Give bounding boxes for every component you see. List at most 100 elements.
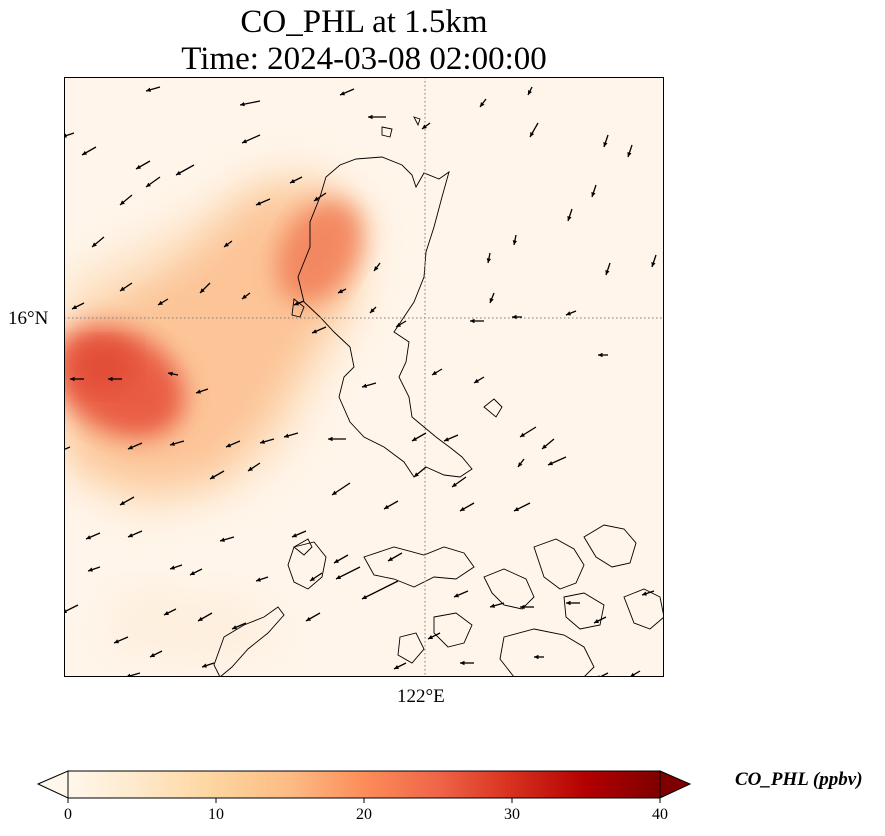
mindanao-east-coastline xyxy=(623,588,664,630)
colorbar-extend-min xyxy=(36,770,69,799)
wind-arrow-head xyxy=(220,537,225,542)
wind-arrow-head xyxy=(470,318,475,324)
wind-arrow-head xyxy=(334,558,339,563)
wind-arrow-head xyxy=(232,625,238,630)
negros-coastline xyxy=(433,612,473,648)
colorbar-tick-label: 20 xyxy=(356,806,372,823)
wind-arrow-head xyxy=(328,436,333,442)
colorbar-ticks xyxy=(67,798,661,803)
wind-arrow-head xyxy=(548,461,554,466)
wind-arrow-head xyxy=(198,616,203,621)
wind-arrow-head xyxy=(422,124,427,129)
colorbar-label: CO_PHL (ppbv) xyxy=(735,769,863,790)
wind-arrow-head xyxy=(310,576,315,581)
wind-vectors xyxy=(64,86,657,677)
luzon-coastline xyxy=(297,156,473,478)
wind-arrow-head xyxy=(72,305,78,309)
co-plume-core-peak xyxy=(74,342,134,392)
co-plume-core-north xyxy=(276,200,362,304)
latitude-tick-label: 16°N xyxy=(8,308,49,329)
wind-arrow-head xyxy=(120,286,125,291)
wind-arrow-head xyxy=(200,288,205,293)
wind-arrow-head xyxy=(489,298,494,303)
wind-arrow-head xyxy=(460,506,465,511)
wind-arrow-head xyxy=(642,591,647,596)
wind-arrow-head xyxy=(114,639,120,644)
map-gridlines xyxy=(64,77,664,677)
wind-arrow-head xyxy=(92,242,97,247)
wind-arrow-head xyxy=(486,258,492,263)
map-canvas xyxy=(64,77,664,677)
wind-arrow-head xyxy=(412,436,417,441)
wind-arrow-head xyxy=(374,266,379,271)
wind-arrow-head xyxy=(598,352,603,358)
coastlines xyxy=(213,116,664,677)
wind-arrow-head xyxy=(196,389,201,394)
wind-arrow-head xyxy=(603,142,608,147)
island-batanes xyxy=(413,116,421,127)
wind-arrow-head xyxy=(630,672,635,677)
wind-arrow-head xyxy=(176,170,182,175)
wind-arrow-head xyxy=(514,507,520,511)
wind-arrow-head xyxy=(82,150,87,155)
wind-arrow-head xyxy=(394,665,400,669)
wind-arrow-head xyxy=(120,200,125,205)
wind-arrow-head xyxy=(384,504,389,509)
wind-arrow-head xyxy=(146,182,151,187)
wind-arrow-head xyxy=(388,556,393,561)
wind-arrow-head xyxy=(338,289,344,293)
leyte-coastline xyxy=(563,592,605,630)
colorbar xyxy=(36,770,692,803)
wind-arrow-head xyxy=(490,603,495,608)
wind-arrow-head xyxy=(170,565,175,570)
wind-arrow-head xyxy=(128,533,134,538)
wind-arrow-head xyxy=(226,443,232,448)
wind-arrow-head xyxy=(454,593,460,598)
wind-arrow-head xyxy=(314,196,319,201)
wind-arrow-head xyxy=(520,604,525,610)
wind-arrow-head xyxy=(520,432,525,437)
wind-arrow-head xyxy=(627,152,632,157)
wind-arrow-head xyxy=(128,445,134,450)
colorbar-tick-label: 40 xyxy=(652,806,668,823)
wind-arrow-head xyxy=(70,376,75,382)
wind-arrow-head xyxy=(290,179,296,183)
wind-arrow-head xyxy=(530,132,535,137)
wind-arrow-head xyxy=(158,300,163,305)
wind-arrow-head xyxy=(136,164,141,169)
wind-arrow-head xyxy=(368,114,373,120)
wind-arrow-head xyxy=(108,376,113,382)
co-plume-south xyxy=(104,587,284,667)
wind-arrow-head xyxy=(452,482,457,487)
wind-arrow-head xyxy=(460,660,465,666)
wind-arrow-head xyxy=(202,663,207,668)
wind-arrow-head xyxy=(444,437,450,442)
wind-arrow-head xyxy=(512,314,517,320)
wind-arrow-head xyxy=(370,308,375,313)
wind-arrow-head xyxy=(336,575,342,579)
wind-arrow-head xyxy=(240,101,245,107)
wind-arrow-head xyxy=(512,240,518,245)
lubang-island xyxy=(293,538,313,556)
wind-arrow-head xyxy=(567,216,572,221)
island-babuyan xyxy=(381,126,393,138)
cebu-coastline xyxy=(397,632,425,664)
wind-arrow-head xyxy=(651,262,656,267)
wind-arrow-head xyxy=(88,567,93,572)
wind-arrow-head xyxy=(150,653,156,657)
wind-arrow-shaft xyxy=(64,132,75,138)
wind-arrow-head xyxy=(168,371,173,377)
longitude-tick-label: 122°E xyxy=(397,686,445,707)
colorbar-tick-label: 30 xyxy=(504,806,520,823)
wind-arrow-head xyxy=(292,533,298,538)
wind-arrow-head xyxy=(594,619,600,623)
wind-arrow-head xyxy=(591,192,596,197)
wind-arrow-head xyxy=(605,270,610,275)
wind-arrow-head xyxy=(432,370,437,375)
wind-arrow-head xyxy=(210,474,215,479)
colorbar-tick-label: 10 xyxy=(208,806,224,823)
wind-arrow-head xyxy=(86,535,92,540)
visayas-coastline-1 xyxy=(363,546,475,588)
wind-arrow-head xyxy=(362,383,367,388)
eastern-visayas-coastline xyxy=(583,524,637,568)
